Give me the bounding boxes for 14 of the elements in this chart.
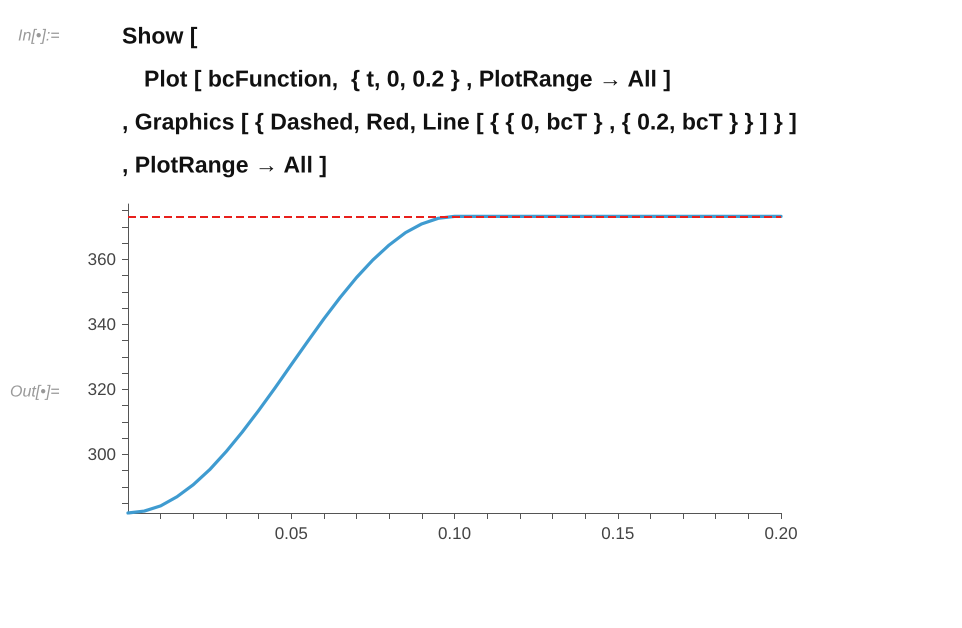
text: In[•]:=: [18, 28, 60, 44]
x-tick-label: 0.20: [764, 524, 798, 543]
y-tick-label: 300: [88, 444, 116, 464]
text: , PlotRange → All ]: [122, 152, 327, 178]
text: Plot [ bcFunction, { t, 0, 0.2 } , PlotRange → All ]: [144, 66, 671, 92]
text: Out[•]=: [10, 384, 60, 400]
x-tick-label: 0.10: [438, 524, 472, 543]
x-tick-label: 0.05: [274, 524, 308, 543]
y-tick-label: 360: [88, 250, 116, 269]
y-tick-label: 340: [88, 314, 116, 334]
text: , Graphics [ { Dashed, Red, Line [ { { 0, bcT } , { 0.2, bcT } } ] } ]: [122, 108, 797, 134]
text: Show [: [122, 22, 198, 48]
x-tick-label: 0.15: [601, 524, 634, 543]
y-tick-label: 320: [88, 380, 116, 399]
